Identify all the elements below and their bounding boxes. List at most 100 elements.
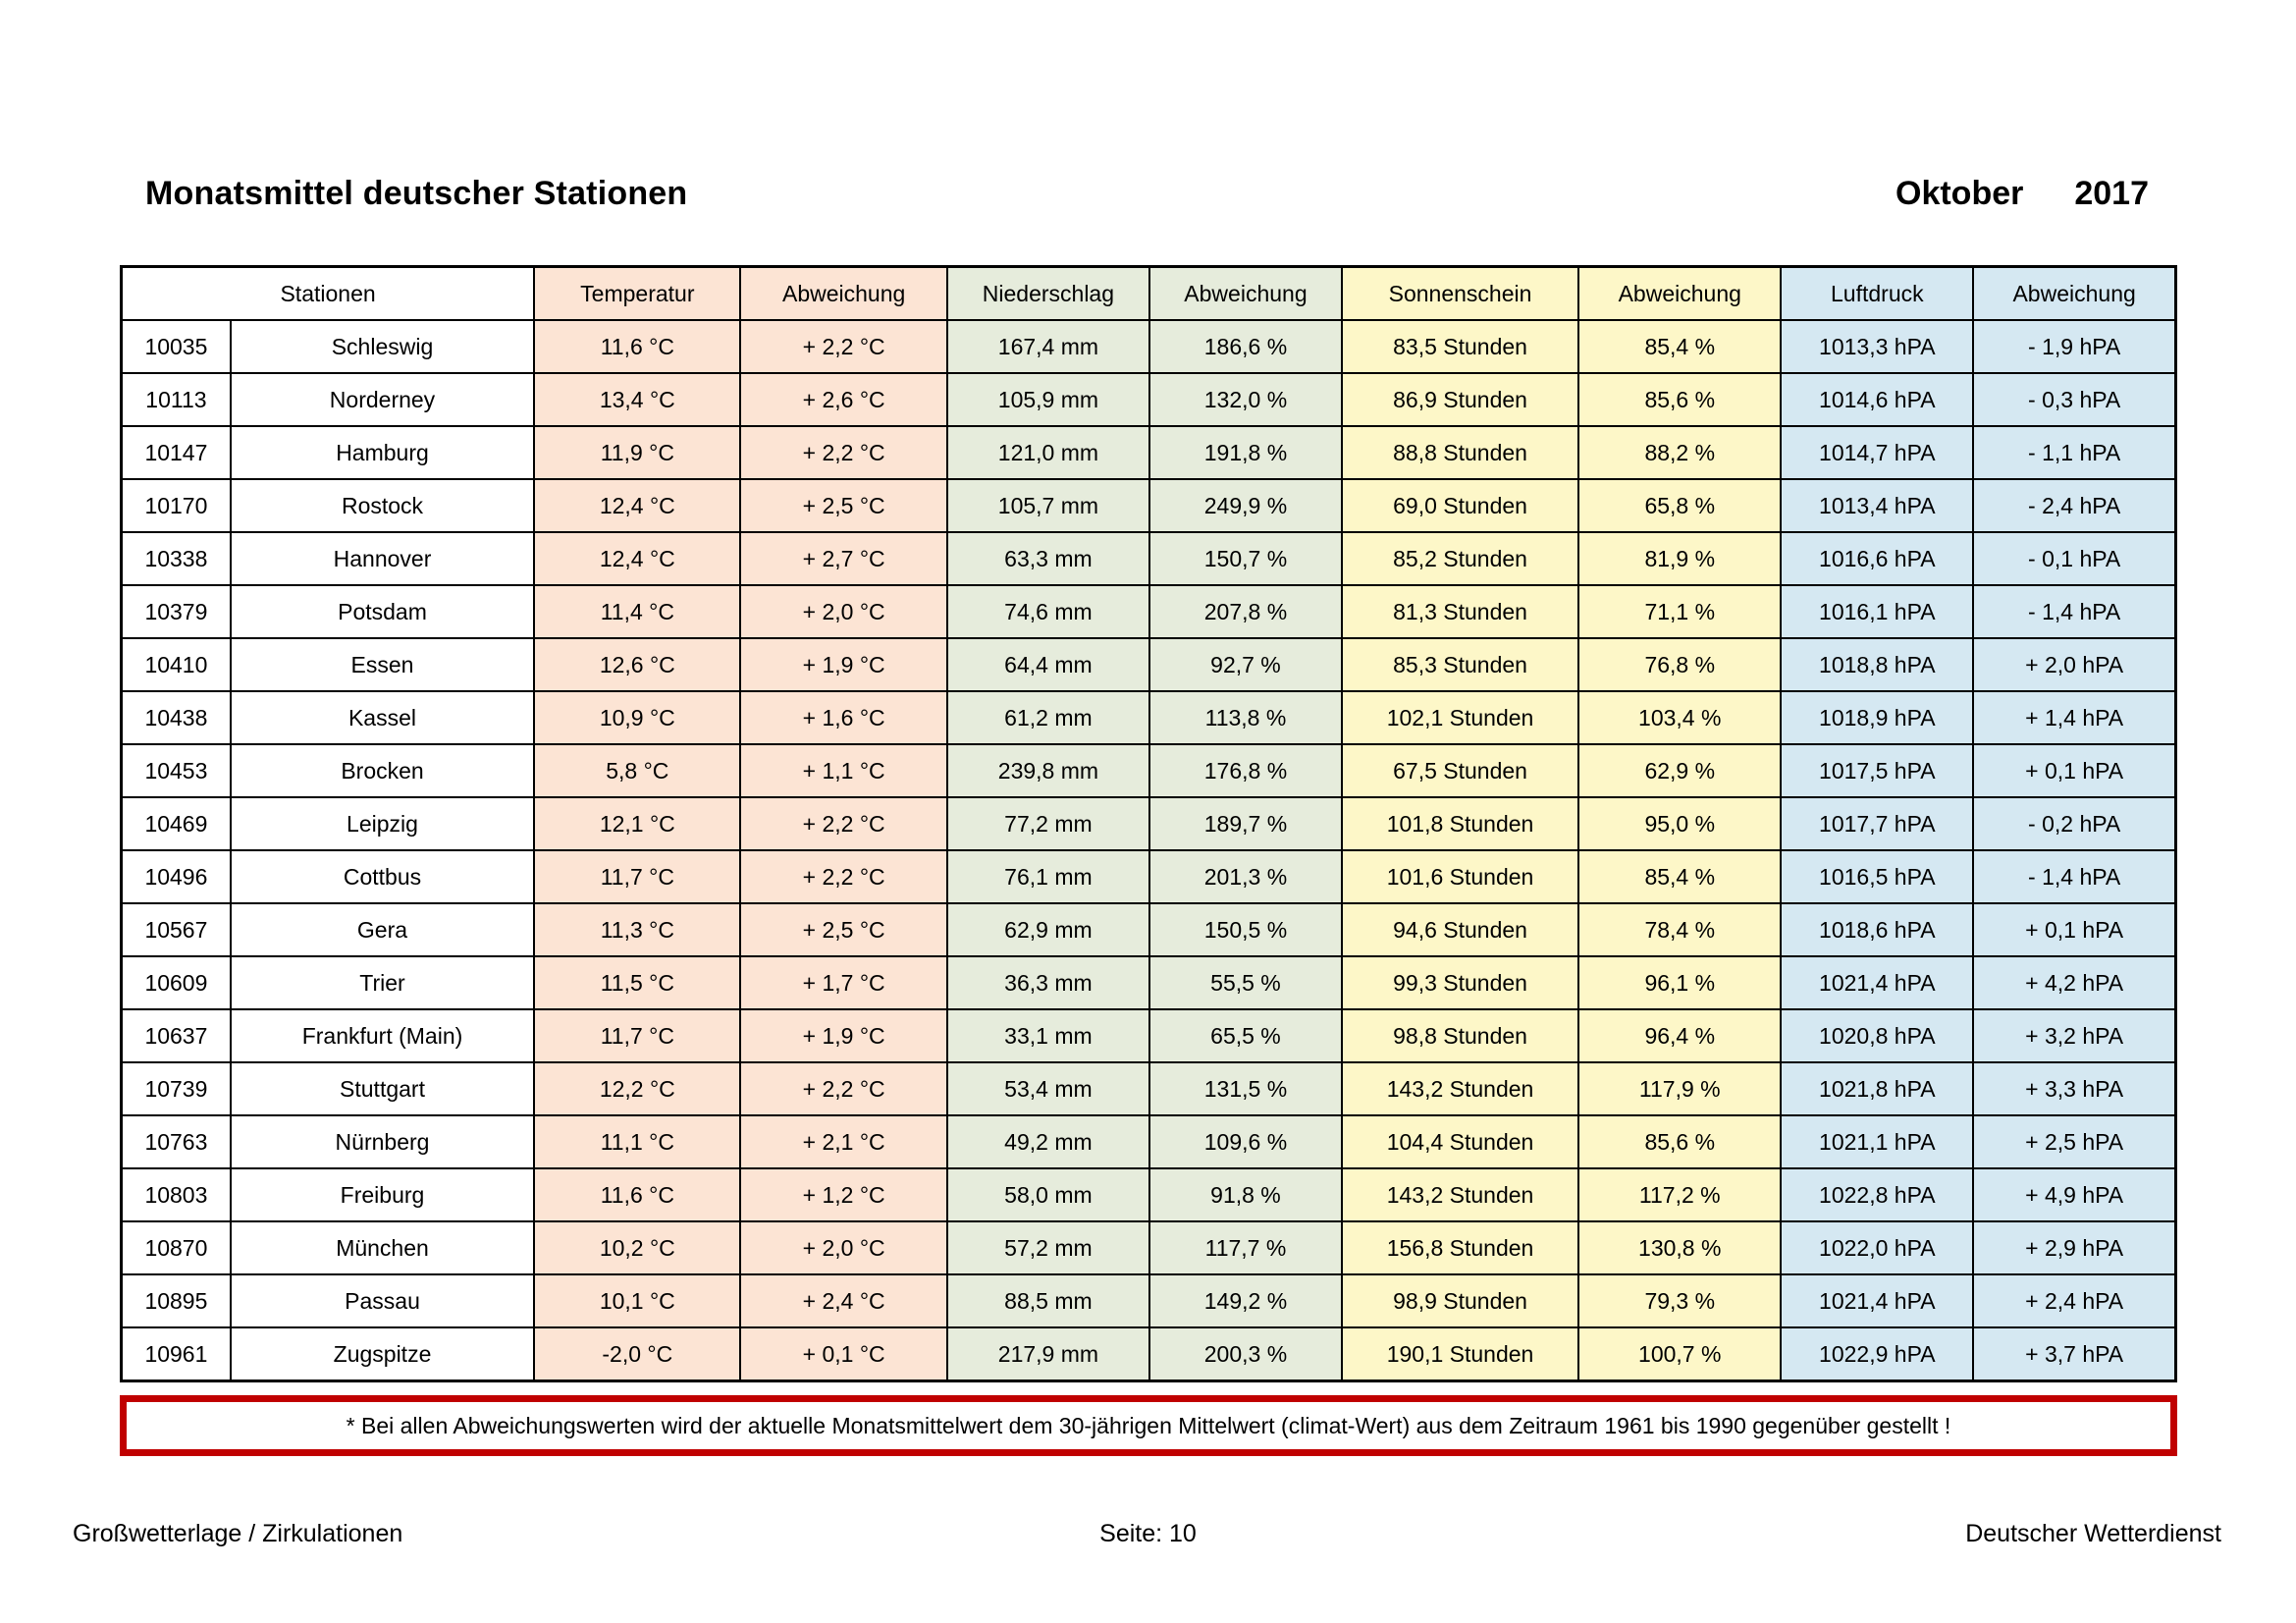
- cell-sunshine-deviation: 85,4 %: [1577, 319, 1783, 374]
- cell-pressure-deviation: + 0,1 hPA: [1972, 902, 2177, 957]
- cell-sunshine: 143,2 Stunden: [1340, 1061, 1580, 1116]
- table-row: 10961 Zugspitze -2,0 °C + 0,1 °C 217,9 mm 200…: [120, 1326, 2177, 1382]
- cell-station-name: München: [229, 1220, 536, 1275]
- cell-precipitation: 57,2 mm: [945, 1220, 1151, 1275]
- cell-station-name: Nürnberg: [229, 1114, 536, 1169]
- cell-precipitation: 77,2 mm: [945, 796, 1151, 851]
- cell-temperature: -2,0 °C: [533, 1326, 742, 1382]
- cell-precipitation-deviation: 200,3 %: [1148, 1326, 1343, 1382]
- cell-precipitation: 64,4 mm: [945, 637, 1151, 692]
- cell-station-id: 10567: [120, 902, 232, 957]
- cell-pressure-deviation: + 2,9 hPA: [1972, 1220, 2177, 1275]
- cell-pressure-deviation: - 2,4 hPA: [1972, 478, 2177, 533]
- cell-station-name: Rostock: [229, 478, 536, 533]
- cell-sunshine: 101,8 Stunden: [1340, 796, 1580, 851]
- table-row: 10763 Nürnberg 11,1 °C + 2,1 °C 49,2 mm 109,6…: [120, 1114, 2177, 1169]
- cell-sunshine-deviation: 100,7 %: [1577, 1326, 1783, 1382]
- cell-sunshine-deviation: 76,8 %: [1577, 637, 1783, 692]
- cell-station-id: 10438: [120, 690, 232, 745]
- cell-sunshine-deviation: 79,3 %: [1577, 1273, 1783, 1328]
- cell-station-id: 10637: [120, 1008, 232, 1063]
- cell-station-name: Essen: [229, 637, 536, 692]
- cell-temperature-deviation: + 1,6 °C: [739, 690, 948, 745]
- table-row: 10338 Hannover 12,4 °C + 2,7 °C 63,3 mm 150,7…: [120, 531, 2177, 586]
- table-row: 10609 Trier 11,5 °C + 1,7 °C 36,3 mm 55,5 % 99…: [120, 955, 2177, 1010]
- cell-station-id: 10170: [120, 478, 232, 533]
- cell-precipitation-deviation: 201,3 %: [1148, 849, 1343, 904]
- period-year: 2017: [2074, 175, 2149, 212]
- page-footer: Großwetterlage / Zirkulationen Seite: 10…: [0, 1520, 2296, 1559]
- column-header-luftdruck-abweichung: Abweichung: [1972, 265, 2177, 321]
- cell-temperature-deviation: + 1,1 °C: [739, 743, 948, 798]
- cell-precipitation: 105,7 mm: [945, 478, 1151, 533]
- cell-precipitation: 76,1 mm: [945, 849, 1151, 904]
- stations-table-wrapper: Stationen Temperatur Abweichung Niedersc…: [120, 265, 2177, 1382]
- cell-temperature: 11,4 °C: [533, 584, 742, 639]
- cell-pressure: 1018,6 hPA: [1780, 902, 1975, 957]
- cell-temperature-deviation: + 2,2 °C: [739, 319, 948, 374]
- cell-station-name: Hannover: [229, 531, 536, 586]
- cell-temperature: 11,7 °C: [533, 849, 742, 904]
- cell-station-id: 10338: [120, 531, 232, 586]
- cell-pressure-deviation: - 1,1 hPA: [1972, 425, 2177, 480]
- cell-pressure-deviation: - 1,4 hPA: [1972, 584, 2177, 639]
- column-header-temperatur-abweichung: Abweichung: [739, 265, 948, 321]
- cell-temperature-deviation: + 2,2 °C: [739, 425, 948, 480]
- cell-station-name: Kassel: [229, 690, 536, 745]
- table-row: 10147 Hamburg 11,9 °C + 2,2 °C 121,0 mm 191,8…: [120, 425, 2177, 480]
- cell-temperature: 11,5 °C: [533, 955, 742, 1010]
- cell-pressure: 1016,1 hPA: [1780, 584, 1975, 639]
- cell-sunshine-deviation: 85,6 %: [1577, 1114, 1783, 1169]
- footnote-box: * Bei allen Abweichungswerten wird der a…: [120, 1395, 2177, 1456]
- cell-pressure-deviation: + 3,3 hPA: [1972, 1061, 2177, 1116]
- cell-sunshine: 99,3 Stunden: [1340, 955, 1580, 1010]
- cell-pressure-deviation: + 4,9 hPA: [1972, 1167, 2177, 1222]
- period-month: Oktober: [1896, 175, 2024, 212]
- cell-temperature: 11,9 °C: [533, 425, 742, 480]
- cell-temperature-deviation: + 1,9 °C: [739, 1008, 948, 1063]
- cell-sunshine-deviation: 85,6 %: [1577, 372, 1783, 427]
- cell-precipitation-deviation: 113,8 %: [1148, 690, 1343, 745]
- table-row: 10469 Leipzig 12,1 °C + 2,2 °C 77,2 mm 189,7 …: [120, 796, 2177, 851]
- cell-pressure-deviation: + 2,0 hPA: [1972, 637, 2177, 692]
- cell-pressure: 1016,5 hPA: [1780, 849, 1975, 904]
- cell-sunshine-deviation: 117,9 %: [1577, 1061, 1783, 1116]
- cell-pressure: 1017,7 hPA: [1780, 796, 1975, 851]
- cell-station-id: 10609: [120, 955, 232, 1010]
- cell-precipitation: 63,3 mm: [945, 531, 1151, 586]
- cell-pressure: 1021,1 hPA: [1780, 1114, 1975, 1169]
- cell-station-name: Trier: [229, 955, 536, 1010]
- cell-pressure: 1021,8 hPA: [1780, 1061, 1975, 1116]
- cell-precipitation-deviation: 149,2 %: [1148, 1273, 1343, 1328]
- cell-precipitation: 61,2 mm: [945, 690, 1151, 745]
- table-row: 10803 Freiburg 11,6 °C + 1,2 °C 58,0 mm 91,8 …: [120, 1167, 2177, 1222]
- cell-precipitation-deviation: 131,5 %: [1148, 1061, 1343, 1116]
- cell-pressure-deviation: + 2,4 hPA: [1972, 1273, 2177, 1328]
- cell-temperature: 10,9 °C: [533, 690, 742, 745]
- table-row: 10113 Norderney 13,4 °C + 2,6 °C 105,9 mm 132…: [120, 372, 2177, 427]
- cell-station-id: 10763: [120, 1114, 232, 1169]
- table-row: 10870 München 10,2 °C + 2,0 °C 57,2 mm 117,7 …: [120, 1220, 2177, 1275]
- cell-station-id: 10410: [120, 637, 232, 692]
- cell-precipitation-deviation: 207,8 %: [1148, 584, 1343, 639]
- cell-temperature-deviation: + 2,5 °C: [739, 902, 948, 957]
- cell-pressure: 1013,4 hPA: [1780, 478, 1975, 533]
- cell-temperature: 10,1 °C: [533, 1273, 742, 1328]
- cell-temperature: 11,3 °C: [533, 902, 742, 957]
- cell-sunshine-deviation: 81,9 %: [1577, 531, 1783, 586]
- cell-station-name: Gera: [229, 902, 536, 957]
- cell-temperature: 5,8 °C: [533, 743, 742, 798]
- cell-pressure-deviation: + 0,1 hPA: [1972, 743, 2177, 798]
- cell-precipitation-deviation: 176,8 %: [1148, 743, 1343, 798]
- column-header-niederschlag: Niederschlag: [945, 265, 1151, 321]
- table-row: 10379 Potsdam 11,4 °C + 2,0 °C 74,6 mm 207,8 …: [120, 584, 2177, 639]
- cell-pressure-deviation: - 0,2 hPA: [1972, 796, 2177, 851]
- cell-station-name: Potsdam: [229, 584, 536, 639]
- cell-sunshine-deviation: 71,1 %: [1577, 584, 1783, 639]
- cell-temperature: 11,6 °C: [533, 1167, 742, 1222]
- cell-precipitation: 58,0 mm: [945, 1167, 1151, 1222]
- footnote-text: * Bei allen Abweichungswerten wird der a…: [346, 1412, 1951, 1438]
- footer-right: Deutscher Wetterdienst: [1965, 1520, 2221, 1547]
- column-header-niederschlag-abweichung: Abweichung: [1148, 265, 1343, 321]
- cell-station-name: Cottbus: [229, 849, 536, 904]
